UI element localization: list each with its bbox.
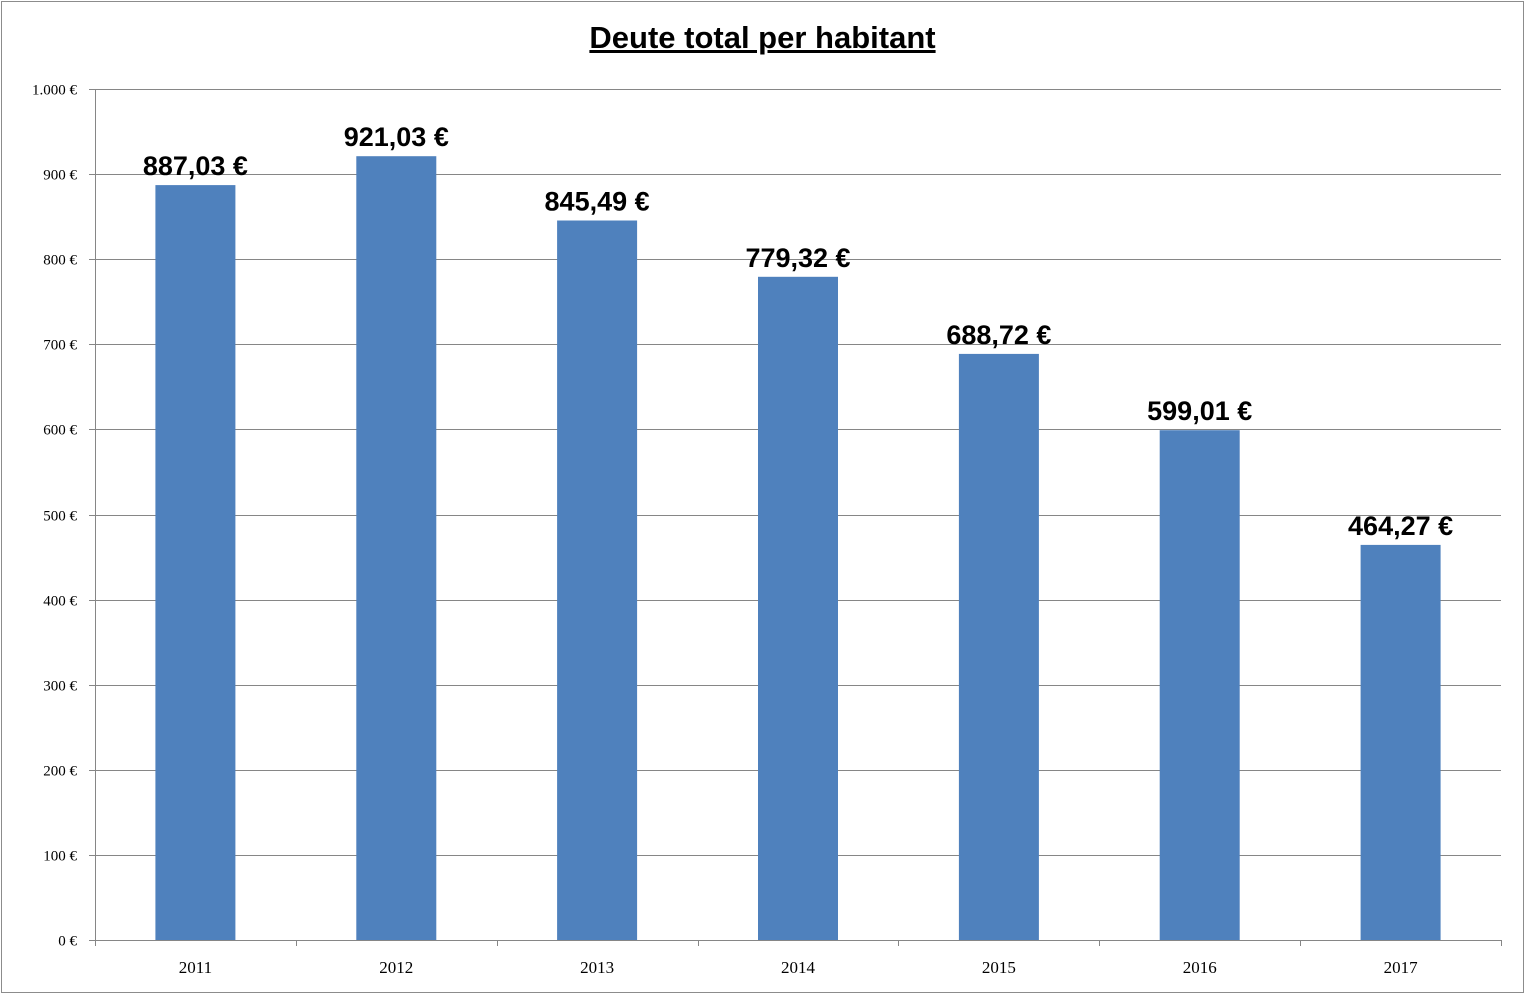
x-tick-label-2013: 2013	[580, 958, 614, 977]
bar-2014	[758, 276, 838, 940]
y-tick-label: 700 €	[43, 338, 77, 354]
data-label-2012: 921,03 €	[344, 122, 449, 152]
y-tick-label: 0 €	[58, 934, 77, 950]
y-tick-label: 1.000 €	[32, 83, 78, 99]
data-label-2017: 464,27 €	[1348, 511, 1453, 541]
data-label-2014: 779,32 €	[745, 243, 850, 273]
x-tick-label-2016: 2016	[1183, 958, 1217, 977]
y-tick-label: 800 €	[43, 253, 77, 269]
data-label-2015: 688,72 €	[946, 320, 1051, 350]
x-tick-label-2015: 2015	[982, 958, 1016, 977]
data-label-2011: 887,03 €	[143, 151, 248, 181]
y-tick-label: 600 €	[43, 423, 77, 439]
x-tick-label-2017: 2017	[1384, 958, 1419, 977]
bar-2012	[356, 156, 437, 940]
data-label-2016: 599,01 €	[1147, 396, 1252, 426]
y-tick-label: 400 €	[43, 594, 77, 610]
bar-2016	[1159, 430, 1240, 940]
x-tick-label-2011: 2011	[179, 958, 212, 977]
bar-2015	[958, 353, 1039, 940]
x-tick-label-2014: 2014	[781, 958, 816, 977]
bar-2017	[1360, 544, 1441, 940]
bar-2011	[155, 185, 236, 941]
x-tick-label-2012: 2012	[379, 958, 413, 977]
y-tick-label: 900 €	[43, 168, 77, 184]
bar-2013	[557, 220, 638, 940]
y-tick-label: 200 €	[43, 764, 77, 780]
y-tick-label: 100 €	[43, 849, 77, 865]
y-tick-label: 300 €	[43, 679, 77, 695]
y-tick-label: 500 €	[43, 509, 77, 525]
chart-title: Deute total per habitant	[589, 20, 936, 55]
data-label-2013: 845,49 €	[545, 187, 650, 217]
